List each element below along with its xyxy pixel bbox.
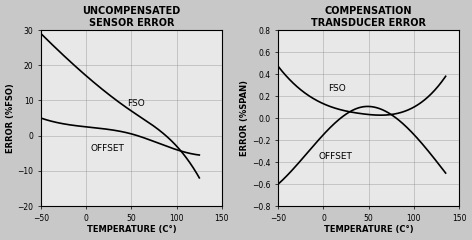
Text: OFFSET: OFFSET [319,152,353,161]
Text: OFFSET: OFFSET [91,144,125,154]
Y-axis label: ERROR (%FSO): ERROR (%FSO) [6,83,15,153]
X-axis label: TEMPERATURE (C°): TEMPERATURE (C°) [324,225,413,234]
Text: FSO: FSO [127,99,145,108]
Text: FSO: FSO [328,84,346,93]
Title: UNCOMPENSATED
SENSOR ERROR: UNCOMPENSATED SENSOR ERROR [82,6,181,28]
Title: COMPENSATION
TRANSDUCER ERROR: COMPENSATION TRANSDUCER ERROR [311,6,426,28]
Y-axis label: ERROR (%SPAN): ERROR (%SPAN) [240,80,249,156]
X-axis label: TEMPERATURE (C°): TEMPERATURE (C°) [87,225,176,234]
